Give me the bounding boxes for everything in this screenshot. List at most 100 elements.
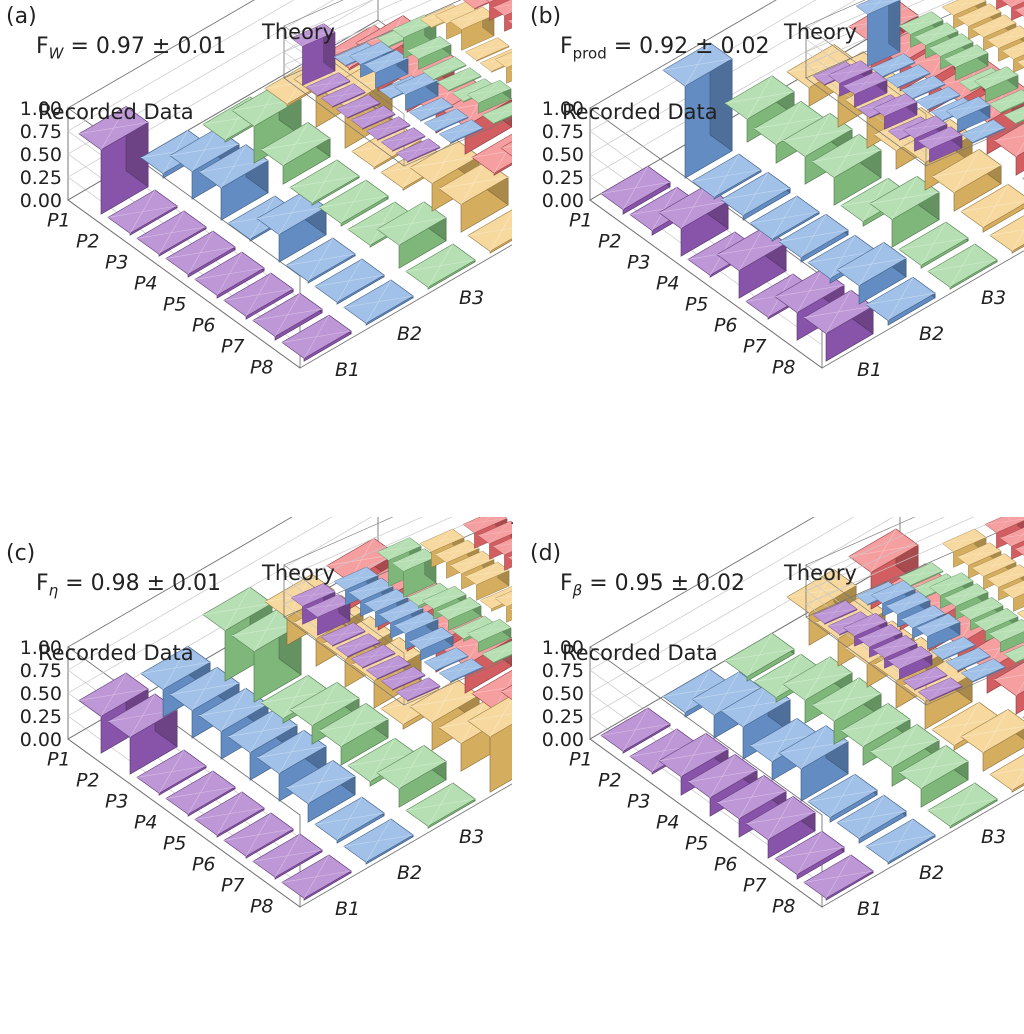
bar-face-front [504, 12, 512, 32]
p-axis-label: P6 [714, 854, 738, 876]
bar-top-sheen [925, 22, 947, 46]
p-axis-label: P2 [76, 770, 100, 792]
bar-face-front [1011, 782, 1024, 793]
bar-P7-B3 [988, 618, 1024, 653]
bar-top-sheen [347, 633, 369, 657]
bar-top-sheen [345, 566, 367, 590]
theory-plot-d [805, 517, 1024, 706]
bar-P6-B4 [1016, 58, 1024, 68]
p-axis-label: P3 [105, 252, 129, 274]
p-axis-label: P3 [627, 252, 651, 274]
bar-top-sheen [311, 159, 338, 204]
bar-top-sheen [870, 528, 897, 573]
bar-top-sheen [891, 724, 918, 768]
bar-top-sheen [377, 655, 399, 679]
bar-top-sheen [955, 44, 977, 68]
bar-top-sheen [461, 6, 483, 30]
bar-P6-B4 [931, 148, 1002, 212]
bar-top-sheen [398, 201, 425, 246]
bar-top-sheen [910, 562, 932, 586]
bar-top-sheen [882, 580, 904, 604]
bar-P7-B2 [423, 647, 469, 672]
bar-top-sheen [1015, 113, 1024, 124]
bar-top-sheen [920, 221, 947, 266]
fidelity-value: = 0.97 ± 0.01 [63, 34, 227, 59]
bar-P7-B2 [836, 241, 907, 305]
bar-top-sheen [100, 106, 127, 150]
bar-top-sheen [680, 185, 707, 229]
bar-top-sheen [775, 101, 802, 145]
bar-top-sheen [398, 745, 425, 789]
bar-top-sheen [375, 49, 397, 73]
bar-P6-B2 [408, 626, 454, 661]
bar-P6-B1 [745, 795, 816, 859]
bar-face-front [1015, 151, 1024, 176]
bar-top-sheen [506, 61, 512, 68]
bar-P3-B5 [492, 537, 512, 571]
bar-P7-B2 [314, 796, 385, 844]
bar-top-sheen [998, 564, 1020, 588]
bar-P3-B1 [320, 622, 366, 647]
bar-P8-B1 [281, 854, 352, 901]
bar-top-sheen [369, 738, 396, 782]
bar-top-sheen [162, 130, 189, 174]
bar-top-sheen [929, 677, 951, 701]
bar-P6-B4 [494, 590, 512, 623]
b-axis-label: B3 [981, 826, 1006, 848]
bar-top-sheen [1015, 681, 1024, 696]
bar-top-sheen [953, 0, 968, 16]
recorded-label-c: Recorded Data [38, 641, 194, 665]
bar-P8-B1 [395, 138, 441, 163]
bar-P4-B5 [507, 19, 512, 25]
fidelity-value: = 0.95 ± 0.02 [582, 571, 746, 596]
bar-top-sheen [927, 86, 949, 110]
bar-top-sheen [949, 243, 976, 288]
bar-top-sheen [808, 569, 835, 614]
bar-P8-B3 [927, 782, 998, 829]
b-axis-label: B3 [981, 287, 1006, 309]
bar-top-sheen [129, 189, 156, 234]
p-axis-label: P4 [656, 273, 680, 295]
bar-face-top [1014, 5, 1024, 17]
bar-top-sheen [854, 71, 876, 95]
bar-face-top [481, 101, 512, 124]
bar-top-sheen [303, 854, 330, 899]
z-tick-label: 1.00 [542, 637, 584, 659]
floor-outline [589, 558, 1024, 908]
bar-top-sheen [1014, 547, 1024, 550]
bar-P7-B1 [380, 666, 426, 691]
bar-face-top [984, 517, 1024, 534]
bar-P5-B1 [194, 251, 265, 299]
bar-top-sheen [800, 214, 827, 258]
bar-top-sheen [489, 520, 511, 544]
p-axis-label: P5 [685, 833, 709, 855]
bar-face-top [494, 51, 512, 69]
bar-P7-B3 [898, 744, 969, 808]
bar-top-sheen [274, 833, 301, 878]
bar-top-sheen [504, 546, 512, 555]
z-tick-label: 0.00 [20, 729, 62, 751]
bar-top-sheen [377, 116, 399, 140]
bar-top-sheen [709, 754, 736, 798]
bar-top-sheen [506, 600, 512, 607]
p-axis-label: P7 [743, 875, 767, 897]
bar-top-sheen [216, 791, 243, 836]
bar-face-top [494, 590, 512, 608]
bar-P3-B1 [136, 749, 207, 796]
theory-label-b: Theory [784, 20, 857, 44]
bar-face-top [960, 709, 1024, 754]
bar-face-top [993, 122, 1024, 158]
bar-P4-B3 [289, 159, 360, 206]
bar-top-sheen [347, 94, 369, 118]
bar-top-sheen [929, 126, 951, 150]
bar-top-sheen [1014, 8, 1024, 11]
bar-top-sheen [862, 703, 889, 747]
bar-top-sheen [476, 37, 498, 61]
bar-top-sheen [867, 0, 882, 15]
bar-P7-B3 [466, 79, 512, 114]
floor-outline [589, 19, 1024, 369]
bar-top-sheen [302, 23, 324, 47]
bar-top-sheen [302, 583, 324, 607]
bar-top-sheen [927, 613, 949, 637]
bar-top-sheen [882, 53, 904, 77]
